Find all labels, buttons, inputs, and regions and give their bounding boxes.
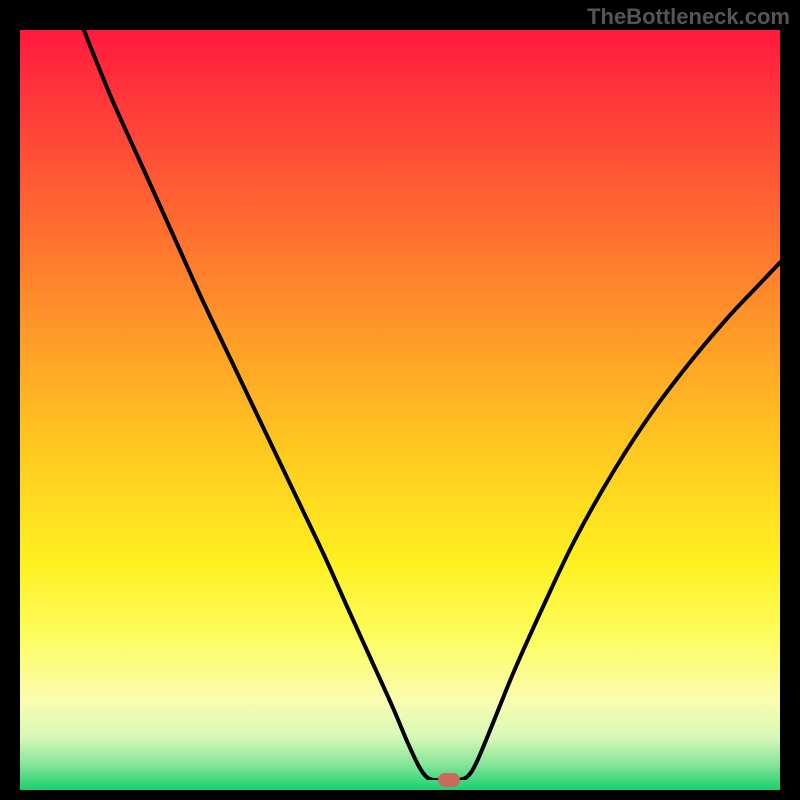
plot-area xyxy=(20,30,780,780)
curve-overlay xyxy=(20,30,780,780)
minimum-marker xyxy=(438,773,460,787)
bottleneck-curve xyxy=(84,30,780,780)
chart-container: TheBottleneck.com xyxy=(0,0,800,800)
watermark-text: TheBottleneck.com xyxy=(587,4,790,30)
